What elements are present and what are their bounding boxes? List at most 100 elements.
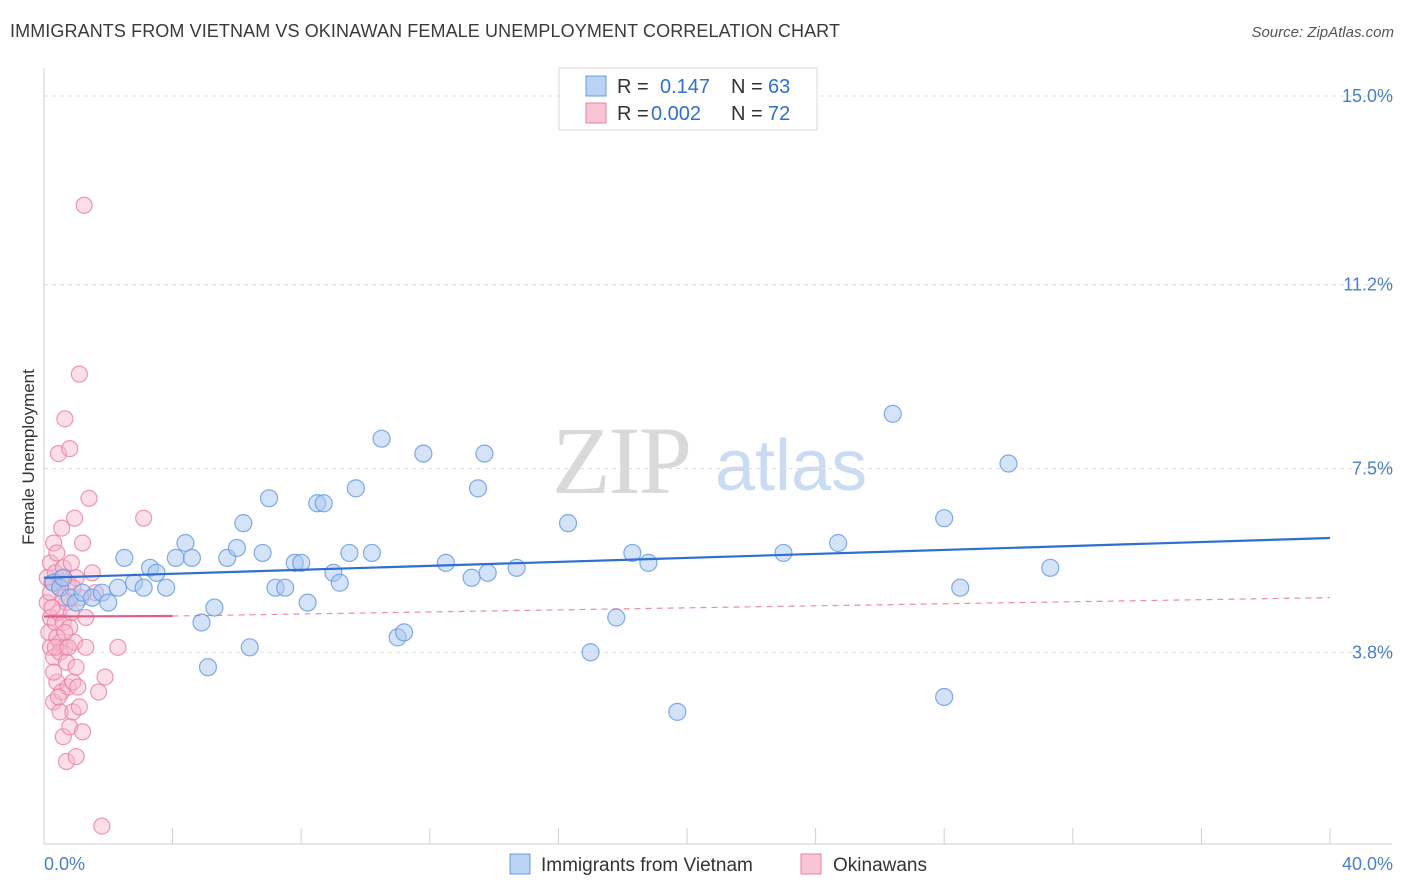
okinawans-point [77, 608, 95, 627]
okinawans-point [62, 554, 80, 572]
y-axis-label: Female Unemployment [19, 369, 38, 545]
series-okinawans-points [38, 196, 153, 835]
vietnam-point [558, 514, 578, 533]
x-tick-labels: 0.0% 40.0% [44, 854, 1393, 874]
legend-r-label-vietnam: R = [617, 76, 649, 98]
okinawans-point [43, 598, 61, 617]
vietnam-point [883, 404, 902, 423]
vietnam-point [259, 489, 279, 508]
vietnam-point [829, 533, 848, 553]
vietnam-point [198, 658, 218, 677]
vietnam-point [298, 593, 317, 612]
legend-r-value-vietnam: 0.147 [660, 76, 710, 98]
x-tick-label-end: 40.0% [1342, 854, 1393, 874]
okinawans-point [46, 638, 64, 656]
vietnam-point [468, 479, 488, 498]
vietnam-point [292, 553, 311, 572]
vietnam-point [134, 578, 153, 597]
okinawans-point [53, 519, 71, 537]
vietnam-point [253, 543, 272, 563]
vietnam-point [951, 578, 970, 597]
okinawans-point [73, 534, 92, 552]
legend-n-label-vietnam: N = [731, 76, 763, 98]
okinawans-point [69, 678, 87, 696]
okinawans-point [54, 728, 72, 746]
okinawans-point [67, 747, 85, 766]
vietnam-point [157, 578, 176, 597]
okinawans-point [93, 817, 111, 835]
okinawans-point [41, 554, 60, 572]
chart-title: IMMIGRANTS FROM VIETNAM VS OKINAWAN FEMA… [10, 21, 841, 41]
vietnam-point [115, 548, 134, 568]
okinawans-point [96, 668, 114, 686]
okinawans-point [61, 618, 79, 637]
vietnam-point [436, 553, 455, 572]
vietnam-point [478, 563, 497, 582]
okinawans-point [77, 638, 95, 656]
okinawans-point [135, 509, 153, 527]
okinawans-point [75, 196, 93, 214]
okinawans-point [48, 544, 66, 562]
vietnam-point [639, 553, 658, 572]
vietnam-point [192, 613, 211, 632]
vietnam-point [346, 479, 365, 498]
legend-swatch-vietnam [585, 75, 607, 97]
x-tick-label-start: 0.0% [44, 854, 85, 874]
vietnam-point [314, 494, 333, 513]
bottom-legend-label-vietnam: Immigrants from Vietnam [541, 855, 753, 876]
vietnam-point [108, 578, 128, 597]
y-tick-labels: 3.8% 7.5% 11.2% 15.0% [1342, 86, 1393, 662]
vietnam-point [147, 563, 166, 582]
watermark-zip: ZIP [552, 407, 690, 514]
legend-r-label-okinawans: R = [617, 103, 649, 125]
y-tick-label-1: 7.5% [1352, 459, 1393, 479]
vietnam-point [276, 578, 295, 597]
vietnam-point [182, 548, 201, 568]
legend-r-value-okinawans: 0.002 [651, 103, 701, 125]
trend-line-okinawans-dashed [172, 597, 1331, 617]
okinawans-point [70, 365, 88, 383]
vietnam-point [340, 543, 359, 563]
vietnam-point [205, 598, 224, 617]
watermark: ZIP atlas [552, 407, 867, 514]
vietnam-point [227, 538, 246, 558]
okinawans-point [83, 564, 101, 582]
bottom-legend-swatch-vietnam [509, 853, 531, 875]
okinawans-point [109, 638, 127, 656]
okinawans-point [80, 489, 98, 507]
vietnam-point [935, 509, 954, 528]
watermark-atlas: atlas [715, 426, 867, 506]
legend-swatch-okinawans [585, 102, 607, 124]
bottom-legend-swatch-okinawans [800, 853, 822, 875]
vietnam-point [607, 608, 626, 627]
vietnam-point [462, 568, 481, 587]
bottom-legend-label-okinawans: Okinawans [833, 855, 927, 876]
okinawans-point [56, 410, 74, 428]
okinawans-point [59, 638, 77, 656]
vietnam-point [668, 702, 687, 721]
series-vietnam-points [44, 404, 1060, 721]
trend-line-vietnam [43, 536, 1331, 579]
vietnam-point [394, 623, 414, 642]
okinawans-point [49, 688, 68, 706]
vietnam-point [935, 687, 954, 707]
okinawans-point [90, 683, 108, 701]
okinawans-point [51, 703, 69, 721]
y-tick-label-0: 3.8% [1352, 642, 1393, 662]
axes [43, 68, 1392, 845]
vietnam-point [362, 543, 382, 563]
vietnam-point [240, 638, 259, 657]
vietnam-point [414, 444, 433, 463]
okinawans-point [41, 638, 60, 656]
vietnam-point [372, 429, 391, 448]
okinawans-point [45, 663, 63, 681]
vietnam-point [623, 543, 642, 563]
okinawans-point [67, 658, 85, 676]
okinawans-point [56, 623, 74, 642]
y-tick-label-2: 11.2% [1343, 275, 1393, 295]
okinawans-point [65, 509, 84, 527]
y-tick-label-3: 15.0% [1342, 86, 1393, 106]
legend: R = 0.147 N = 63 R = 0.002 N = 72 [558, 67, 818, 131]
okinawans-point [70, 698, 88, 716]
